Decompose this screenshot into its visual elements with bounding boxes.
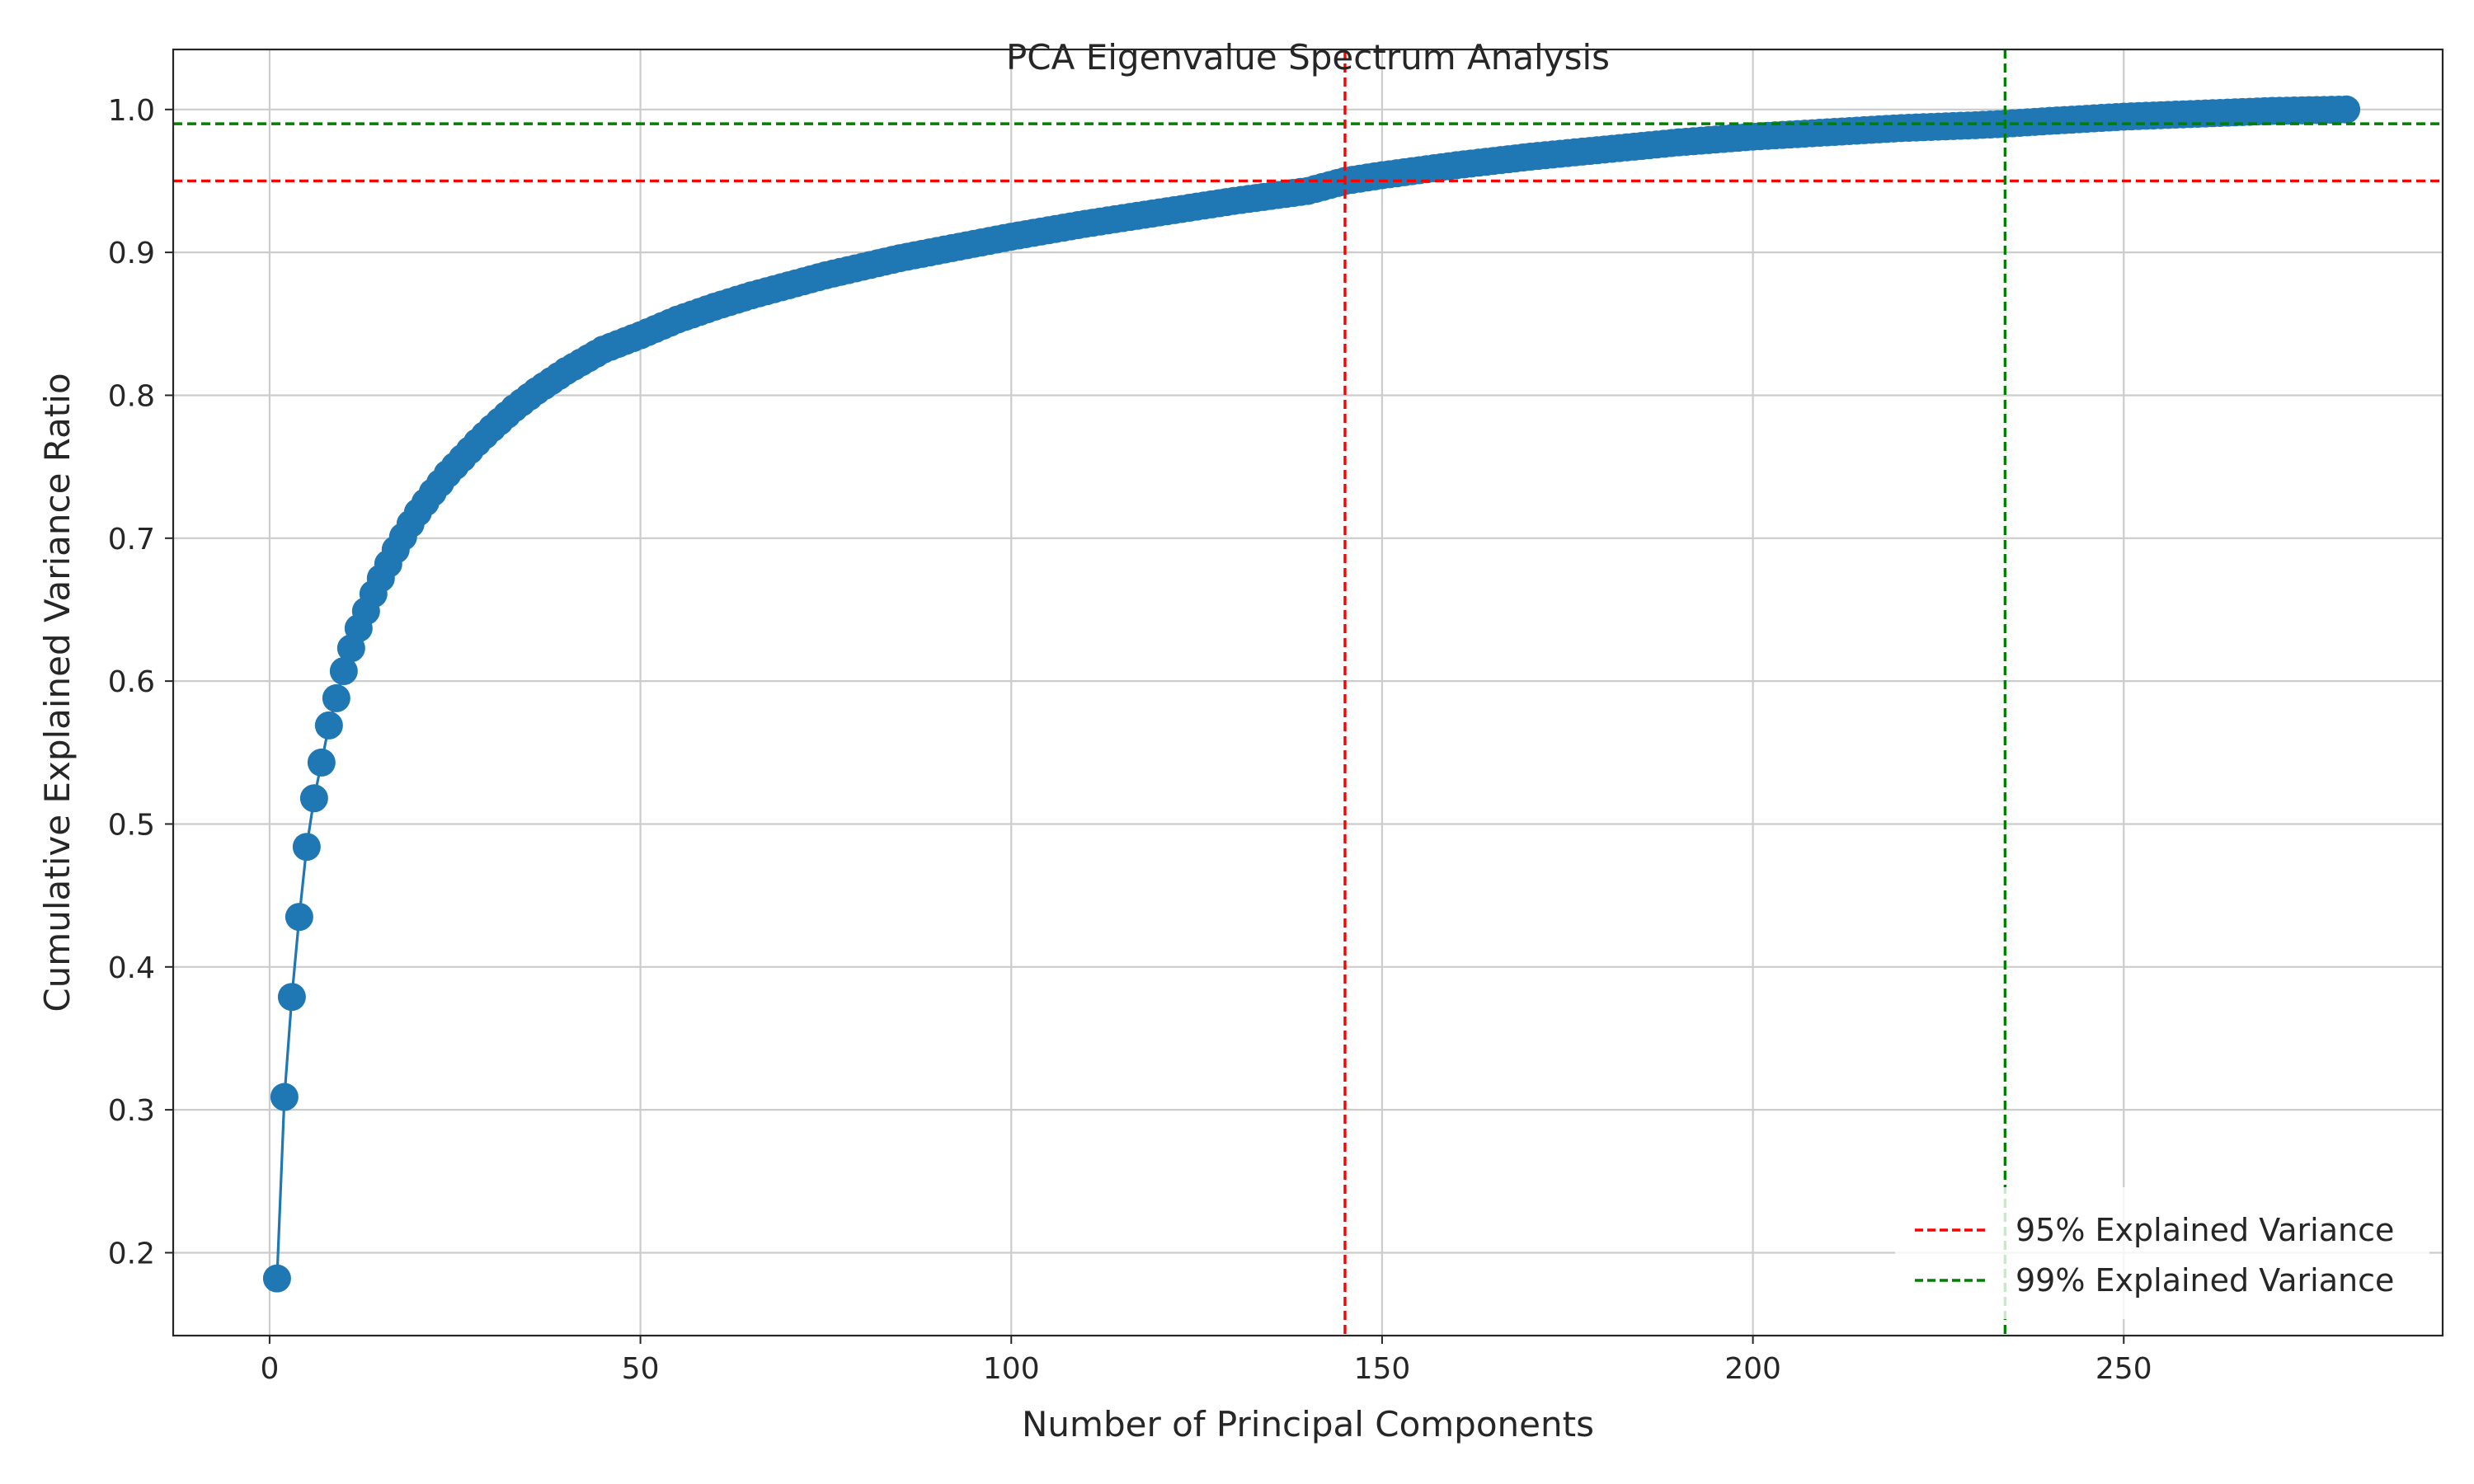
y-tick-label: 0.6 <box>108 665 155 699</box>
data-point <box>314 711 343 740</box>
data-point <box>329 657 358 685</box>
x-tick-label: 100 <box>983 1352 1040 1386</box>
x-tick-label: 0 <box>260 1352 279 1386</box>
data-point <box>322 683 350 712</box>
data-point <box>292 833 321 862</box>
y-tick-label: 0.5 <box>108 808 155 842</box>
chart-title: PCA Eigenvalue Spectrum Analysis <box>1006 37 1610 77</box>
y-tick-label: 0.3 <box>108 1094 155 1128</box>
ticks-layer: 0 50 100 150 200 250 0.2 0.3 0.4 0.5 0.6 0.7 0.8 0.9 1… <box>108 94 2152 1386</box>
data-layer <box>262 95 2361 1293</box>
data-point <box>2332 95 2361 124</box>
x-tick-label: 150 <box>1354 1352 1411 1386</box>
data-point <box>262 1264 291 1293</box>
y-tick-label: 0.8 <box>108 379 155 413</box>
data-point <box>299 784 328 813</box>
y-tick-label: 0.7 <box>108 523 155 556</box>
x-tick-label: 200 <box>1724 1352 1781 1386</box>
y-tick-label: 1.0 <box>108 94 155 128</box>
data-point <box>270 1082 299 1111</box>
plot-frame <box>172 48 2444 1337</box>
y-tick-label: 0.2 <box>108 1237 155 1270</box>
y-axis-title: Cumulative Explained Variance Ratio <box>37 373 78 1012</box>
legend-label-99: 99% Explained Variance <box>2015 1262 2394 1298</box>
reference-lines-layer <box>173 49 2443 1336</box>
grid-layer <box>173 49 2443 1336</box>
data-point <box>307 748 336 777</box>
legend: 95% Explained Variance 99% Explained Var… <box>1895 1187 2429 1319</box>
x-tick-label: 50 <box>622 1352 660 1386</box>
legend-box <box>1895 1187 2429 1319</box>
y-tick-label: 0.9 <box>108 237 155 270</box>
legend-label-95: 95% Explained Variance <box>2015 1212 2394 1248</box>
data-point <box>277 983 306 1012</box>
data-point <box>285 903 313 932</box>
series-line <box>275 108 2347 1279</box>
y-tick-label: 0.4 <box>108 951 155 985</box>
x-tick-label: 250 <box>2095 1352 2152 1386</box>
x-axis-title: Number of Principal Components <box>1022 1404 1594 1444</box>
